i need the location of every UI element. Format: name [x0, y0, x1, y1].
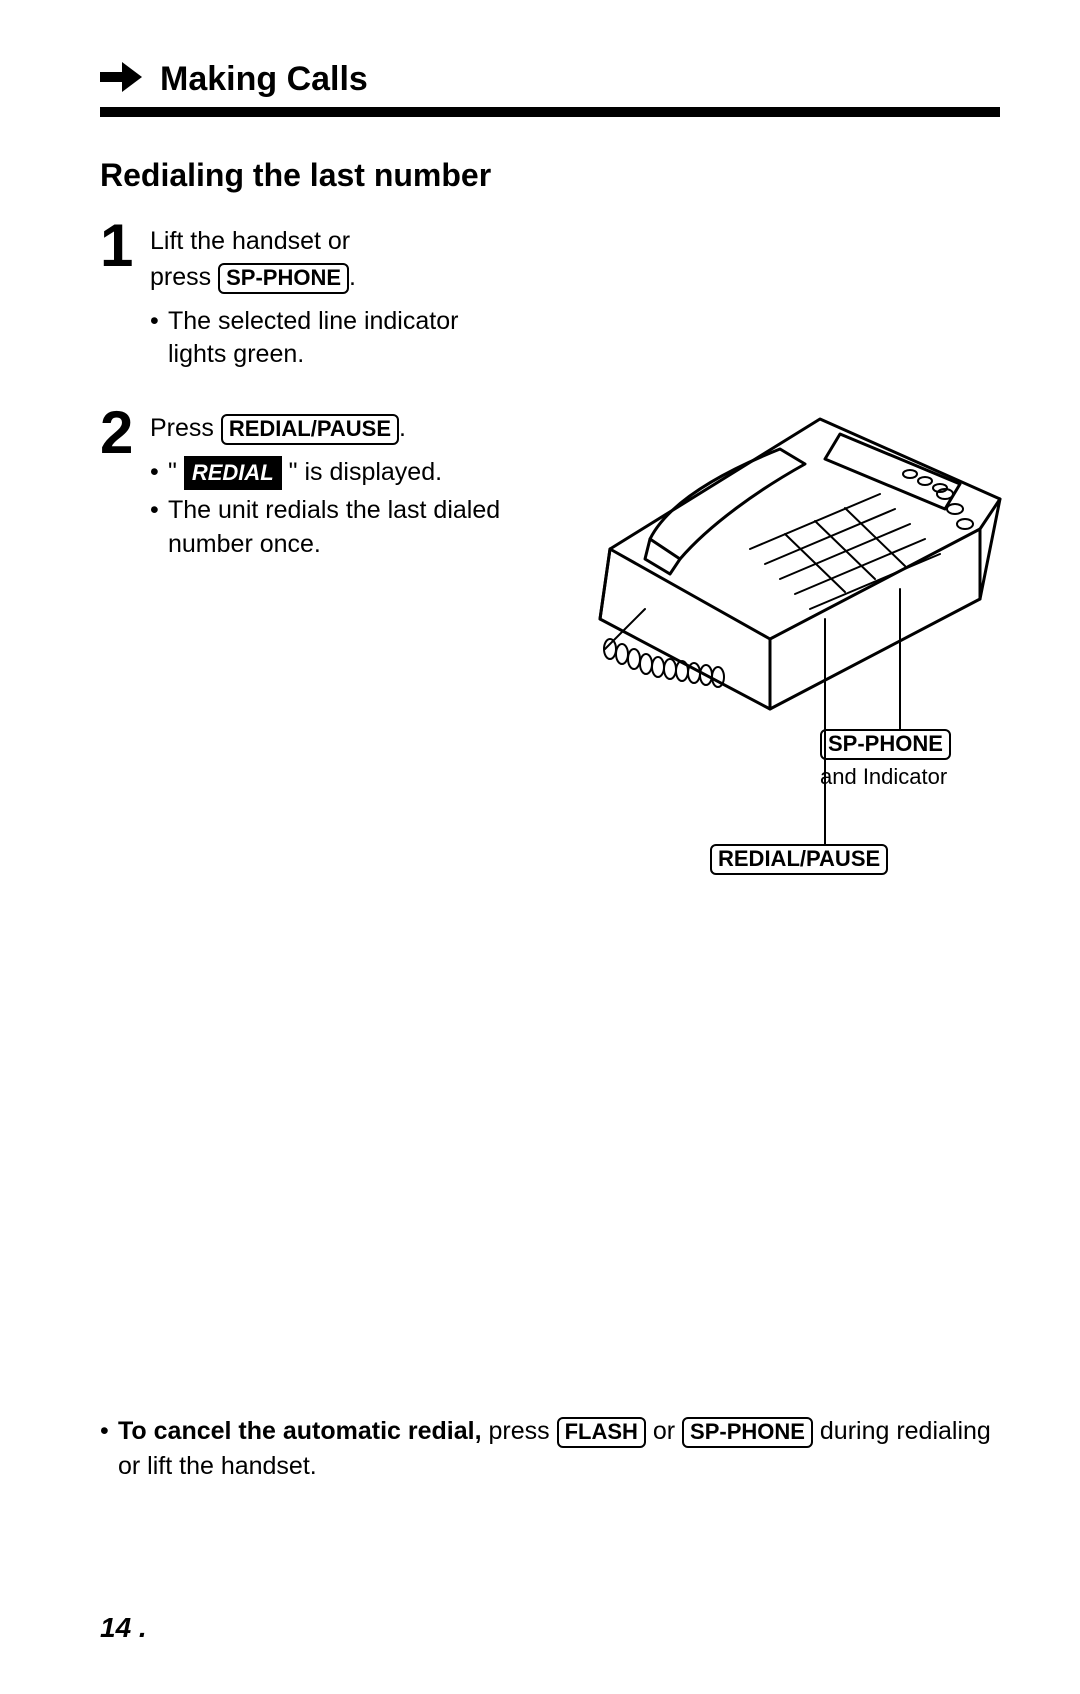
step-line: Lift the handset or [150, 225, 520, 259]
step-body: Lift the handset or press SP-PHONE. • Th… [150, 219, 520, 376]
bullet-list: • The selected line indicator lights gre… [150, 305, 520, 373]
bullet-dot-icon: • [150, 494, 168, 562]
footer-bold-text: To cancel the automatic redial, [118, 1417, 482, 1445]
header-rule [100, 107, 1000, 117]
page-number-dot: . [131, 1612, 147, 1643]
step-body: Press REDIAL/PAUSE. • " REDIAL " is disp… [150, 406, 520, 565]
quote-pre: " [168, 458, 184, 486]
footer-text-span: press [482, 1417, 557, 1445]
step-line: Press REDIAL/PAUSE. [150, 412, 520, 446]
footer-note: • To cancel the automatic redial, press … [100, 1414, 1000, 1484]
subheading: Redialing the last number [100, 157, 1000, 194]
bullet-text: " REDIAL " is displayed. [168, 456, 520, 490]
step-text: . [399, 414, 406, 442]
arrow-right-icon [100, 62, 142, 97]
bullet-item: • " REDIAL " is displayed. [150, 456, 520, 490]
display-label-redial: REDIAL [184, 456, 282, 490]
bullet-item: • The unit redials the last dialed numbe… [150, 494, 520, 562]
step-text: Press [150, 414, 221, 442]
bullet-dot-icon: • [100, 1414, 118, 1484]
section-title: Making Calls [160, 60, 368, 99]
page-number: 14 . [100, 1612, 147, 1644]
keycap-sp-phone: SP-PHONE [218, 263, 349, 294]
bullet-item: • The selected line indicator lights gre… [150, 305, 520, 373]
keycap-sp-phone: SP-PHONE [682, 1417, 813, 1448]
figure-column: SP-PHONE and Indicator REDIAL/PAUSE [550, 219, 1020, 724]
content-area: 1 Lift the handset or press SP-PHONE. • … [100, 219, 1000, 724]
step-text: . [349, 263, 356, 291]
header-row: Making Calls [100, 60, 1000, 99]
step-1: 1 Lift the handset or press SP-PHONE. • … [100, 219, 520, 376]
leader-lines-icon [550, 709, 1020, 859]
telephone-illustration-icon [550, 349, 1020, 719]
steps-column: 1 Lift the handset or press SP-PHONE. • … [100, 219, 520, 724]
footer-text-span: or [646, 1417, 682, 1445]
quote-post: " is displayed. [282, 458, 442, 486]
bullet-text: The unit redials the last dialed number … [168, 494, 520, 562]
manual-page: Making Calls Redialing the last number 1… [0, 0, 1080, 1694]
bullet-dot-icon: • [150, 305, 168, 373]
bullet-dot-icon: • [150, 456, 168, 490]
footer-text: To cancel the automatic redial, press FL… [118, 1414, 1000, 1484]
step-2: 2 Press REDIAL/PAUSE. • " REDIAL " is di… [100, 406, 520, 565]
bullet-text: The selected line indicator lights green… [168, 305, 520, 373]
keycap-flash: FLASH [557, 1417, 646, 1448]
keycap-redial-pause: REDIAL/PAUSE [221, 414, 399, 445]
bullet-list: • " REDIAL " is displayed. • The unit re… [150, 456, 520, 562]
step-text: press [150, 263, 218, 291]
step-number: 2 [100, 406, 150, 565]
step-line: press SP-PHONE. [150, 261, 520, 295]
step-number: 1 [100, 219, 150, 376]
